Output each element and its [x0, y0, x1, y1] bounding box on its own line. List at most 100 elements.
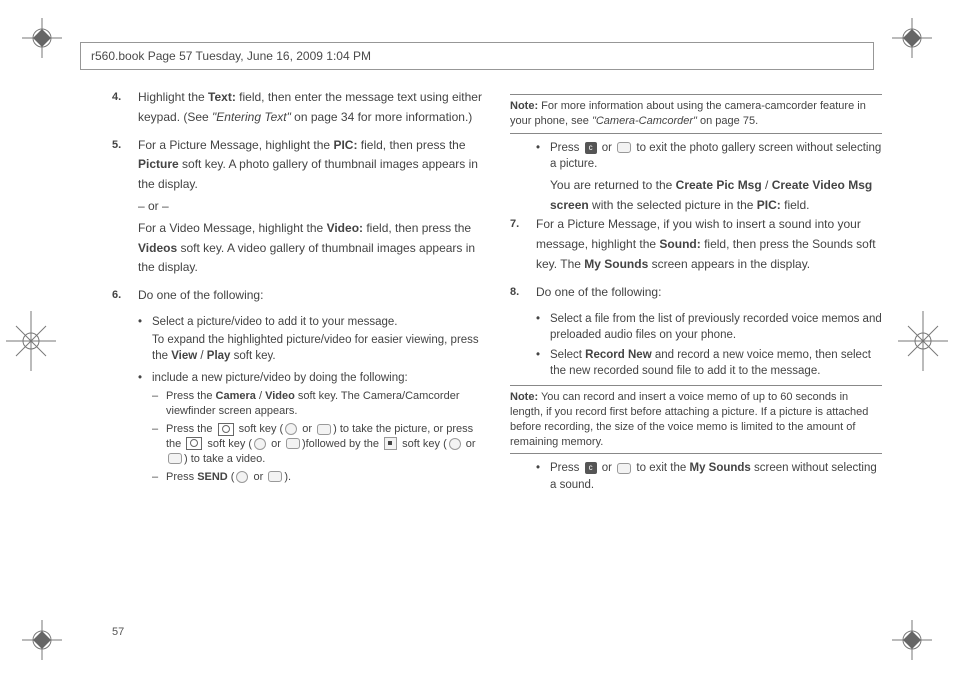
key-icon [617, 142, 631, 153]
text-ref: "Entering Text" [212, 110, 291, 124]
step-4: 4. Highlight the Text: field, then enter… [112, 88, 484, 128]
sub-body: Press the Camera / Video soft key. The C… [166, 389, 484, 419]
step-number: 8. [510, 283, 536, 303]
sub-press-shutter: – Press the soft key ( or ) to take the … [112, 422, 484, 467]
crop-mark-left [6, 311, 56, 371]
text-bold: Play [207, 350, 231, 362]
text-bold: Video: [327, 221, 363, 235]
text-bold: Create Pic Msg [676, 178, 762, 192]
step-8: 8. Do one of the following: [510, 283, 882, 303]
ok-key-icon [236, 471, 248, 483]
sub-press-send: – Press SEND ( or ). [112, 470, 484, 485]
text: soft key. A video gallery of thumbnail i… [138, 241, 475, 275]
text-ref: "Camera-Camcorder" [592, 115, 697, 127]
key-icon [168, 453, 182, 464]
bullet-exit-gallery: • Press c or to exit the photo gallery s… [510, 140, 882, 172]
text: Press [166, 471, 197, 483]
text: / [256, 390, 265, 402]
note-label: Note: [510, 100, 538, 112]
text-bold: PIC: [333, 138, 357, 152]
page-content: 4. Highlight the Text: field, then enter… [112, 88, 882, 622]
bullet-body: Press c or to exit the My Sounds screen … [550, 460, 882, 492]
key-icon [268, 471, 282, 482]
ok-key-icon [254, 438, 266, 450]
step-number: 5. [112, 136, 138, 279]
bullet-icon: • [536, 347, 550, 379]
bullet-exit-sounds: • Press c or to exit the My Sounds scree… [510, 460, 882, 492]
left-column: 4. Highlight the Text: field, then enter… [112, 88, 484, 622]
text: on page 34 for more information.) [291, 110, 472, 124]
bullet-include-new: • include a new picture/video by doing t… [112, 370, 484, 386]
text: with the selected picture in the [589, 198, 757, 212]
text: field. [781, 198, 810, 212]
text: or [599, 142, 616, 154]
dash-icon: – [152, 422, 166, 467]
key-icon [317, 424, 331, 435]
text: Press [550, 142, 583, 154]
text: )followed by the [302, 438, 382, 450]
bullet-body: Select Record New and record a new voice… [550, 347, 882, 379]
step-body: Highlight the Text: field, then enter th… [138, 88, 484, 128]
text-bold: View [171, 350, 197, 362]
text: Press the [166, 390, 216, 402]
text-bold: Record New [585, 349, 651, 361]
text: or [463, 438, 476, 450]
text: field, then press the [357, 138, 465, 152]
text: or [250, 471, 266, 483]
step-body: For a Picture Message, if you wish to in… [536, 215, 882, 274]
text: ). [284, 471, 291, 483]
bullet-body: include a new picture/video by doing the… [152, 370, 484, 386]
bullet-icon: • [138, 370, 152, 386]
text-bold: My Sounds [689, 462, 750, 474]
dash-icon: – [152, 470, 166, 485]
text: or [268, 438, 284, 450]
key-icon [286, 438, 300, 449]
text: Press the [166, 423, 216, 435]
c-key-icon: c [585, 142, 597, 154]
text: or [299, 423, 315, 435]
bullet-body: Select a picture/video to add it to your… [152, 314, 484, 366]
text: to exit the [633, 462, 689, 474]
text: soft key ( [204, 438, 252, 450]
text: You can record and insert a voice memo o… [510, 391, 868, 448]
text: soft key ( [236, 423, 284, 435]
bullet-icon: • [536, 460, 550, 492]
bullet-icon: • [536, 140, 550, 172]
dash-icon: – [152, 389, 166, 419]
text-bold: My Sounds [584, 257, 648, 271]
text: soft key. [230, 350, 275, 362]
crop-mark-right [898, 311, 948, 371]
camera-icon [186, 437, 202, 450]
note-label: Note: [510, 391, 538, 403]
bullet-icon: • [138, 314, 152, 366]
text: on page 75. [697, 115, 758, 127]
step-body: For a Picture Message, highlight the PIC… [138, 136, 484, 279]
step-7: 7. For a Picture Message, if you wish to… [510, 215, 882, 274]
bullet-select-picture: • Select a picture/video to add it to yo… [112, 314, 484, 366]
camera-icon [218, 423, 234, 436]
crop-mark-tl [22, 18, 62, 58]
stop-icon [384, 437, 397, 450]
text: For a Picture Message, highlight the [138, 138, 333, 152]
text: Select [550, 349, 585, 361]
sub-press-camera: – Press the Camera / Video soft key. The… [112, 389, 484, 419]
text: You are returned to the [550, 178, 676, 192]
text: soft key. A photo gallery of thumbnail i… [138, 157, 478, 191]
step-body: Do one of the following: [138, 286, 484, 306]
text-bold: Text: [208, 90, 236, 104]
return-text: You are returned to the Create Pic Msg /… [510, 176, 882, 216]
step-6: 6. Do one of the following: [112, 286, 484, 306]
text-bold: Videos [138, 241, 177, 255]
text: ( [228, 471, 235, 483]
text: / [762, 178, 772, 192]
crop-mark-br [892, 620, 932, 660]
bullet-icon: • [536, 311, 550, 343]
text-block: You are returned to the Create Pic Msg /… [536, 176, 882, 216]
text: screen appears in the display. [648, 257, 810, 271]
step-5: 5. For a Picture Message, highlight the … [112, 136, 484, 279]
text-bold: Video [265, 390, 295, 402]
text: Press [550, 462, 583, 474]
page-header: r560.book Page 57 Tuesday, June 16, 2009… [80, 42, 874, 70]
or-separator: – or – [138, 197, 484, 217]
crop-mark-bl [22, 620, 62, 660]
